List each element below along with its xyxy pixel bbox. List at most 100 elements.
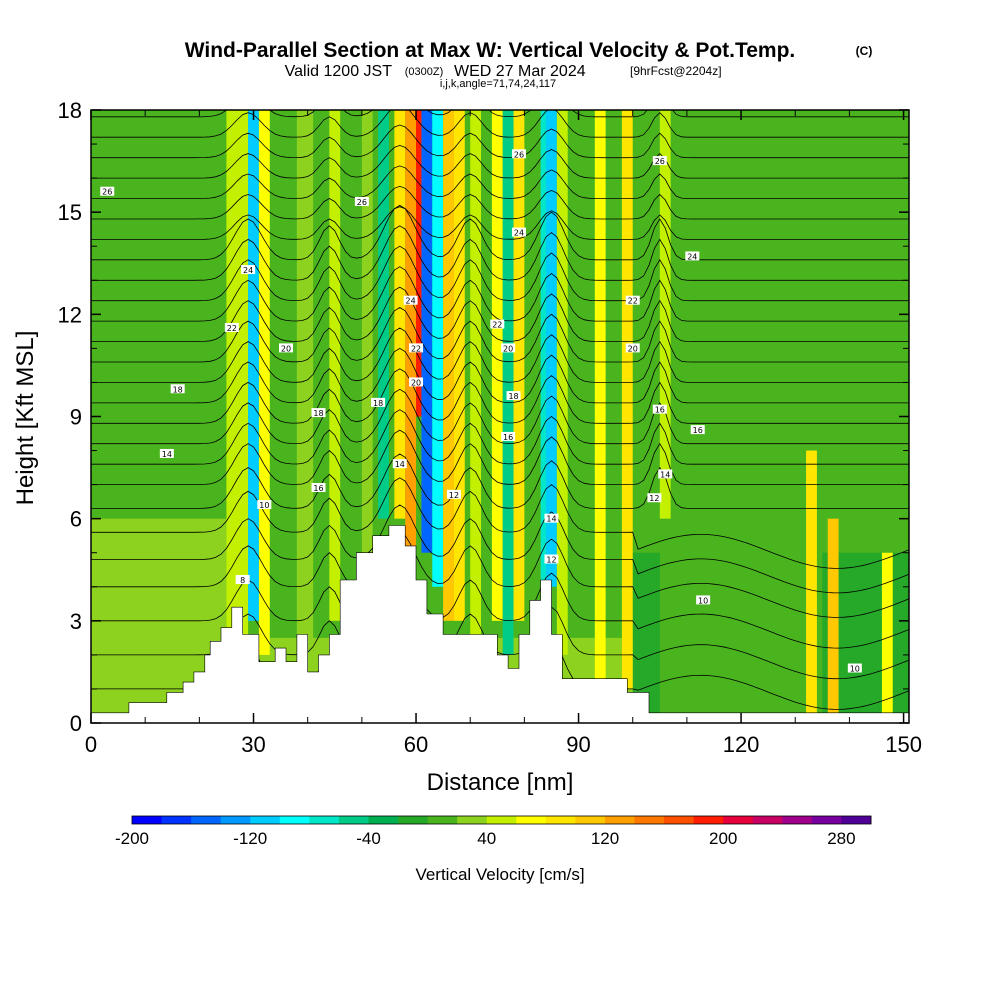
y-axis-label: Height [Kft MSL] xyxy=(12,331,39,506)
colorbar xyxy=(131,815,872,825)
velocity-band xyxy=(881,552,893,713)
contour-label: 26 xyxy=(102,188,112,197)
y-tick-label: 12 xyxy=(58,302,82,327)
y-tick-label: 18 xyxy=(58,98,82,123)
theta-contour xyxy=(91,327,909,383)
contour-label-box xyxy=(506,391,521,401)
velocity-band xyxy=(329,110,341,621)
velocity-band xyxy=(556,110,568,655)
theta-contour xyxy=(91,531,909,618)
velocity-band xyxy=(443,110,454,621)
velocity-band xyxy=(453,110,465,621)
colorbar-swatch xyxy=(191,816,222,824)
colorbar-swatch xyxy=(338,816,369,824)
contour-label: 14 xyxy=(162,450,172,459)
y-axis: 0 3 6 9 12 15 18 xyxy=(58,98,909,736)
colorbar-swatch xyxy=(220,816,251,824)
velocity-band xyxy=(540,110,547,587)
contour-label-box xyxy=(685,251,700,261)
velocity-band xyxy=(546,110,557,587)
velocity-band xyxy=(491,110,503,621)
colorbar-swatch xyxy=(752,816,783,824)
velocity-band xyxy=(421,110,433,553)
colorbar-swatch xyxy=(664,816,695,824)
velocity-band xyxy=(594,110,606,679)
contour-label: 26 xyxy=(357,198,367,207)
contour-label-box xyxy=(647,493,662,503)
colorbar-tick-label: 280 xyxy=(827,829,855,848)
colorbar-swatch xyxy=(161,816,192,824)
contour-label-box xyxy=(235,574,250,584)
contour-label: 18 xyxy=(508,392,518,401)
colorbar-swatch xyxy=(368,816,399,824)
contour-label: 16 xyxy=(313,484,323,493)
colorbar-swatch xyxy=(398,816,428,824)
x-tick-label: 90 xyxy=(566,732,590,757)
colorbar-label: Vertical Velocity [cm/s] xyxy=(415,865,584,884)
velocity-band xyxy=(470,110,482,655)
theta-contour xyxy=(91,477,909,569)
theta-contour xyxy=(91,206,909,240)
x-tick-label: 120 xyxy=(723,732,760,757)
colorbar-tick-label: -120 xyxy=(233,829,267,848)
colorbar-tick-label: 40 xyxy=(477,829,496,848)
contour-label-box xyxy=(446,489,461,499)
colorbar-swatch xyxy=(516,816,547,824)
contour-label-box xyxy=(224,322,239,332)
contour-label-box xyxy=(490,319,505,329)
contour-label-box xyxy=(257,500,272,510)
contour-label: 26 xyxy=(655,157,665,166)
y-tick-label: 9 xyxy=(70,405,82,430)
contour-label: 18 xyxy=(373,399,383,408)
velocity-band xyxy=(394,110,406,519)
theta-contour xyxy=(91,144,909,179)
contour-label: 12 xyxy=(546,556,556,565)
contour-label: 10 xyxy=(850,665,860,674)
theta-contour xyxy=(91,565,909,649)
contour-label-box xyxy=(311,483,326,493)
contour-label-box xyxy=(354,196,369,206)
theta-contour xyxy=(91,307,909,363)
contour-label-box xyxy=(625,295,640,305)
x-tick-label: 60 xyxy=(404,732,428,757)
contour-label: 16 xyxy=(503,433,513,442)
contour-label-box xyxy=(544,554,559,564)
contour-label: 22 xyxy=(492,321,502,330)
velocity-band xyxy=(659,110,671,519)
colorbar-swatch xyxy=(279,816,310,824)
colorbar-swatch xyxy=(427,816,458,824)
colorbar-swatch xyxy=(693,816,724,824)
valid-time-zulu: (0300Z) xyxy=(405,66,444,78)
theta-contour xyxy=(91,266,909,322)
theta-contour xyxy=(91,453,909,509)
colorbar-swatch xyxy=(634,816,665,824)
contour-label: 14 xyxy=(660,470,670,479)
contour-label-box xyxy=(371,397,386,407)
contour-label: 24 xyxy=(243,266,253,275)
contour-label: 12 xyxy=(449,491,459,500)
contour-label-box xyxy=(625,343,640,353)
contour-label-box xyxy=(409,377,424,387)
valid-time-pre: Valid 1200 JST xyxy=(285,63,393,80)
theta-contour xyxy=(91,409,909,465)
contour-label-box xyxy=(652,156,667,166)
velocity-band xyxy=(378,110,389,519)
colorbar-swatch xyxy=(545,816,576,824)
x-tick-label: 0 xyxy=(85,732,97,757)
theta-contour xyxy=(91,225,909,281)
velocity-band xyxy=(827,518,839,713)
theta-contour xyxy=(91,124,909,159)
contour-label: 20 xyxy=(411,378,421,387)
contour-label-box xyxy=(658,469,673,479)
contour-label: 20 xyxy=(503,344,513,353)
colorbar-swatch xyxy=(841,816,872,824)
y-tick-label: 15 xyxy=(58,200,82,225)
grid-index-info: i,j,k,angle=71,74,24,117 xyxy=(440,78,556,90)
contour-label: 8 xyxy=(240,576,245,585)
contour-label: 18 xyxy=(313,409,323,418)
y-tick-label: 3 xyxy=(70,609,82,634)
x-tick-label: 150 xyxy=(885,732,922,757)
chart-title: Wind-Parallel Section at Max W: Vertical… xyxy=(185,39,796,62)
y-tick-label: 6 xyxy=(70,507,82,532)
